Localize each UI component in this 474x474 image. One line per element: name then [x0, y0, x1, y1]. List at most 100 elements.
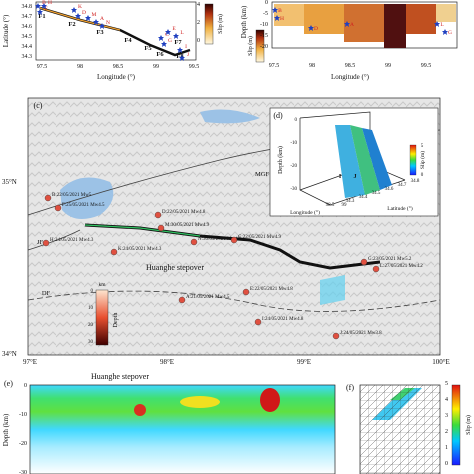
lon-label: 98°E	[160, 358, 174, 366]
event-label: H:24/05/2021 Mw4.3	[50, 238, 94, 243]
axes-frame	[359, 384, 441, 474]
event-label: D:22/05/2021 Mw4.8	[162, 210, 206, 215]
lon-label: 100°E	[432, 358, 450, 366]
y-axis-label: Latitude (°)	[387, 205, 413, 212]
event-label: H	[48, 0, 52, 6]
lon-label: 97°E	[23, 358, 37, 366]
event-star	[308, 25, 314, 31]
y-tick-label: 0	[24, 383, 27, 389]
event-label: I	[185, 44, 187, 50]
axes-frame	[35, 1, 197, 61]
event-label: N	[106, 20, 110, 26]
focal-mechanism	[254, 318, 262, 326]
event-label: B	[42, 0, 46, 6]
fault-plane	[335, 125, 365, 198]
y-tick-label: 34.6	[22, 24, 33, 30]
fault-label: F8	[176, 53, 184, 60]
panel-label: (f)	[346, 383, 354, 392]
colorbar	[204, 3, 214, 45]
event-star	[75, 13, 81, 19]
slip-peak	[134, 404, 146, 416]
event-label: N:30/05/2021 Mw4.9	[198, 237, 242, 242]
fault-line	[27, 229, 81, 251]
panel-label: (c)	[34, 101, 43, 110]
event-label: B:22/05/2021 Mw5	[52, 193, 92, 198]
focal-mechanism	[178, 296, 186, 304]
y-tick-label: -20	[19, 441, 27, 447]
colorbar-tick-label: 3	[445, 413, 448, 419]
event-label: M:30/05/2021 Mw4.9	[165, 223, 210, 228]
fault-label: F6	[156, 51, 164, 58]
y-tick-label: 34.5	[22, 34, 33, 40]
colorbar-tick-label: 4	[445, 397, 448, 403]
event-star	[179, 55, 185, 61]
event-label: J:24/05/2021 Mw3.8	[340, 331, 382, 336]
fault-label: F3	[96, 29, 104, 36]
event-label: I	[339, 174, 342, 180]
event-label: I:24/05/2021 Mw4.8	[262, 317, 304, 322]
x-tick-label: 99	[342, 203, 348, 208]
panel-c	[27, 97, 441, 356]
colorbar-tick-label: 0	[445, 461, 448, 467]
event-star	[434, 21, 440, 27]
event-label: E	[172, 26, 176, 32]
event-label: G	[168, 38, 172, 44]
event-star	[165, 29, 171, 35]
focal-mechanism	[332, 332, 340, 340]
x-tick-label: 98.5	[345, 63, 356, 69]
lat-label: 35°N	[2, 178, 17, 186]
lake	[200, 109, 260, 124]
x-tick-label: 99.5	[189, 64, 200, 70]
y-tick-label: 34.8	[411, 179, 420, 184]
slip-patch	[436, 4, 456, 22]
y-tick-label: -30	[19, 470, 27, 474]
y-tick-label: 34.7	[398, 183, 407, 188]
x-axis-label: Longitude (°)	[290, 209, 320, 216]
z-axis-label: Depth (km)	[277, 146, 284, 174]
event-label: L	[180, 30, 184, 36]
y-axis-label: Latitude (°)	[2, 14, 10, 47]
slip-patch	[180, 396, 220, 408]
x-tick-label: 98.5	[326, 203, 335, 208]
event-label: H	[280, 16, 284, 22]
y-tick-label: 34.4	[22, 44, 33, 50]
fault-name: MGF	[255, 171, 269, 178]
colorbar-tick-label: 20	[88, 323, 94, 328]
y-tick-label: 34.6	[385, 187, 394, 192]
event-label: K:24/05/2021 Mw4.3	[118, 247, 162, 252]
focal-mechanism	[372, 265, 380, 273]
focal-mechanism	[360, 258, 368, 266]
z-tick-label: 0	[295, 118, 298, 123]
event-label: A	[350, 22, 354, 28]
colorbar-label: Slip (m)	[247, 36, 254, 56]
event-label: B	[278, 8, 282, 14]
event-star	[442, 29, 448, 35]
colorbar-tick-label: 2	[445, 429, 448, 435]
x-axis-label: Longitude (°)	[97, 73, 136, 81]
colorbar	[409, 144, 417, 176]
fault-label: F4	[124, 37, 132, 44]
colorbar-tick-label: 2	[197, 20, 200, 26]
y-tick-label: 34.3	[22, 54, 33, 60]
event-label: E:22/05/2021 Mw4.8	[250, 287, 293, 292]
event-label: L	[440, 22, 444, 28]
event-label: M	[92, 12, 97, 18]
focal-mechanism	[242, 288, 250, 296]
y-tick-label: 34.7	[22, 14, 33, 20]
event-star	[99, 23, 105, 29]
y-tick-label: -10	[19, 412, 27, 418]
x-tick-label: 99.5	[421, 63, 432, 69]
event-star	[274, 15, 280, 21]
colorbar-unit: km	[98, 282, 106, 288]
y-tick-label: 34.8	[22, 4, 33, 10]
event-star	[37, 9, 43, 15]
panel-label: (d)	[273, 111, 283, 120]
focal-mechanism	[44, 194, 52, 202]
y-axis-label: Depth (km)	[2, 413, 10, 446]
rupture-slip	[84, 224, 201, 237]
fault-label: F7	[174, 39, 182, 46]
colorbar	[451, 384, 461, 466]
focal-mechanism	[42, 239, 50, 247]
slip-peak	[260, 388, 280, 412]
y-axis-label: Depth (km)	[240, 5, 248, 38]
